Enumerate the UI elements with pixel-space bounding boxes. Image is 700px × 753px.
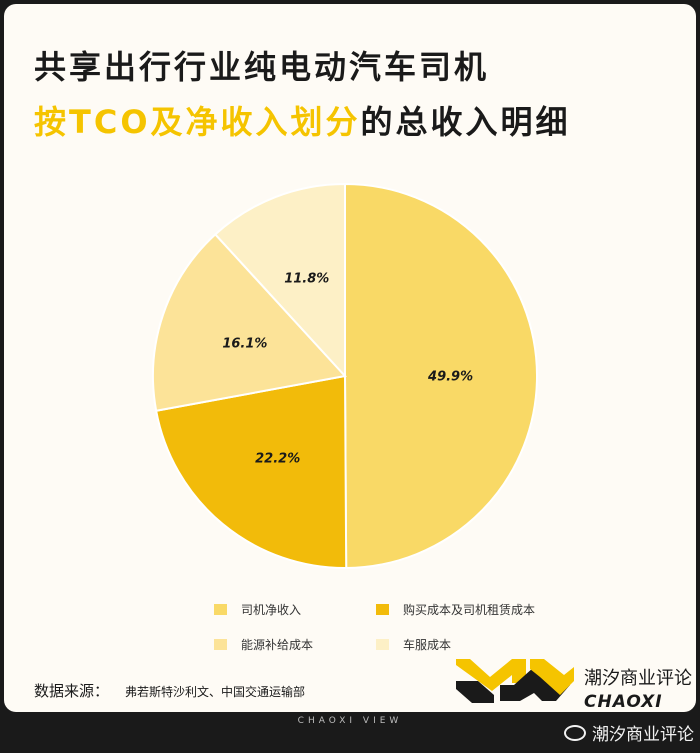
- chart-title-line2: 按TCO及净收入划分的总收入明细: [34, 97, 571, 143]
- data-source: 数据来源： 弗若斯特沙利文、中国交通运输部: [34, 680, 305, 701]
- legend-label: 车服成本: [403, 637, 452, 652]
- legend-swatch: [214, 603, 227, 615]
- chart-title-line1: 共享出行行业纯电动汽车司机: [34, 48, 490, 86]
- legend-swatch: [214, 638, 227, 650]
- legend-item-service-cost: 车服成本: [376, 634, 451, 654]
- watermark: 潮汐商业评论: [564, 720, 694, 745]
- legend-label: 能源补给成本: [241, 637, 314, 652]
- legend-item-purchase-cost: 购买成本及司机租赁成本: [376, 599, 535, 619]
- chart-card: 共享出行行业纯电动汽车司机 按TCO及净收入划分的总收入明细 49.9% 22.2…: [4, 4, 696, 712]
- pie-data-label: 11.8%: [284, 272, 329, 287]
- brand-name-en: CHAOXI: [584, 692, 663, 712]
- source-value: 弗若斯特沙利文、中国交通运输部: [125, 685, 306, 699]
- legend-item-energy-cost: 能源补给成本: [214, 634, 313, 654]
- pie-slice-driver-income: [344, 182, 538, 570]
- pie-data-label: 16.1%: [222, 336, 267, 351]
- pie-data-label: 49.9%: [427, 370, 473, 385]
- weibo-icon: [564, 724, 586, 741]
- chart-title-rest: 的总收入明细: [360, 103, 571, 141]
- legend-label: 购买成本及司机租赁成本: [403, 602, 536, 617]
- legend-swatch: [376, 603, 389, 615]
- pie-data-label: 22.2%: [255, 451, 300, 466]
- legend-label: 司机净收入: [241, 602, 302, 617]
- pie-slice-service-cost: [213, 182, 346, 379]
- brand-logo-icon: [456, 659, 574, 703]
- source-label: 数据来源：: [34, 682, 110, 700]
- pie-slice-energy-cost: [152, 232, 347, 412]
- legend-swatch: [376, 638, 389, 650]
- brand-name-cn: 潮汐商业评论: [584, 668, 692, 689]
- footer-text: CHAOXI VIEW: [297, 716, 403, 726]
- chart-title-highlight: 按TCO及净收入划分: [34, 103, 361, 141]
- legend-item-driver-income: 司机净收入: [214, 599, 301, 619]
- pie-chart: 49.9% 22.2% 16.1% 11.8%: [152, 182, 538, 570]
- watermark-text: 潮汐商业评论: [592, 725, 694, 745]
- pie-slice-purchase-cost: [155, 374, 348, 569]
